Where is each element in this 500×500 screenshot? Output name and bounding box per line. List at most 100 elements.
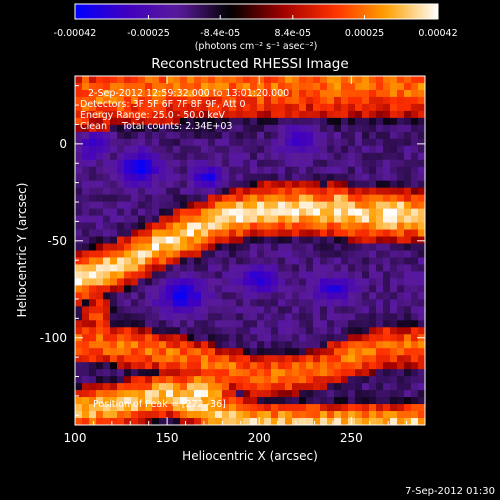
heatmap-cell [208,292,216,300]
heatmap-cell [117,138,125,147]
heatmap-cell [159,89,167,98]
heatmap-cell [411,292,419,300]
heatmap-cell [201,194,209,203]
heatmap-cell [348,250,356,258]
heatmap-cell [327,292,335,300]
heatmap-cell [96,292,104,300]
heatmap-cell [418,306,425,314]
heatmap-cell [103,369,111,377]
heatmap-cell [243,418,251,425]
heatmap-cell [145,152,153,161]
heatmap-cell [327,96,335,105]
heatmap-cell [320,278,328,286]
heatmap-cell [75,327,83,335]
heatmap-cell [383,159,391,168]
heatmap-cell [145,215,153,223]
heatmap-cell [117,355,125,363]
heatmap-cell [201,117,209,126]
heatmap-cell [404,306,412,314]
heatmap-cell [180,299,188,307]
heatmap-cell [369,285,377,293]
heatmap-cell [159,180,167,189]
heatmap-cell [243,348,251,356]
heatmap-cell [411,264,419,272]
heatmap-cell [110,397,118,405]
heatmap-cell [110,376,118,384]
heatmap-cell [257,201,265,210]
heatmap-cell [327,89,335,98]
heatmap-cell [250,159,258,168]
heatmap-cell [82,82,90,91]
heatmap-cell [173,397,181,405]
heatmap-cell [299,215,307,223]
heatmap-cell [257,313,265,321]
heatmap-cell [138,201,146,210]
heatmap-cell [194,257,202,265]
heatmap-cell [257,418,265,425]
heatmap-cell [397,271,405,279]
heatmap-cell [82,355,90,363]
heatmap-cell [418,82,425,91]
heatmap-cell [250,376,258,384]
heatmap-cell [320,82,328,91]
heatmap-cell [313,243,321,251]
heatmap-cell [369,194,377,203]
heatmap-cell [124,229,132,237]
heatmap-cell [278,355,286,363]
heatmap-cell [264,390,272,398]
heatmap-cell [124,131,132,140]
heatmap-cell [124,306,132,314]
heatmap-cell [187,187,195,196]
heatmap-cell [243,411,251,419]
heatmap-cell [131,397,139,405]
heatmap-cell [376,152,384,161]
heatmap-cell [82,292,90,300]
heatmap-cell [313,173,321,182]
heatmap-cell [75,208,83,216]
heatmap-cell [117,131,125,140]
heatmap-cell [110,271,118,279]
heatmap-cell [201,348,209,356]
heatmap-cell [376,103,384,112]
heatmap-cell [250,166,258,175]
heatmap-cell [334,208,342,216]
heatmap-cell [341,285,349,293]
heatmap-cell [138,145,146,154]
heatmap-cell [278,236,286,244]
heatmap-cell [257,222,265,230]
heatmap-cell [159,243,167,251]
heatmap-cell [159,215,167,223]
heatmap-cell [201,397,209,405]
heatmap-cell [194,194,202,203]
heatmap-cell [222,110,230,119]
heatmap-cell [75,390,83,398]
heatmap-cell [103,348,111,356]
heatmap-cell [124,285,132,293]
heatmap-cell [292,404,300,412]
heatmap-cell [82,117,90,126]
heatmap-cell [124,390,132,398]
heatmap-cell [124,411,132,419]
heatmap-cell [369,103,377,112]
heatmap-cell [327,159,335,168]
heatmap-cell [334,173,342,182]
heatmap-cell [362,418,370,425]
heatmap-cell [299,327,307,335]
heatmap-cell [243,250,251,258]
heatmap-cell [187,327,195,335]
heatmap-cell [306,397,314,405]
heatmap-cell [397,334,405,342]
heatmap-cell [124,76,132,84]
heatmap-cell [103,313,111,321]
heatmap-cell [166,110,174,119]
heatmap-cell [152,285,160,293]
heatmap-cell [369,369,377,377]
heatmap-cell [285,103,293,112]
heatmap-cell [250,89,258,98]
heatmap-cell [390,362,398,370]
heatmap-cell [145,208,153,216]
heatmap-cell [292,271,300,279]
heatmap-cell [362,257,370,265]
heatmap-cell [103,110,111,119]
heatmap-cell [411,110,419,119]
